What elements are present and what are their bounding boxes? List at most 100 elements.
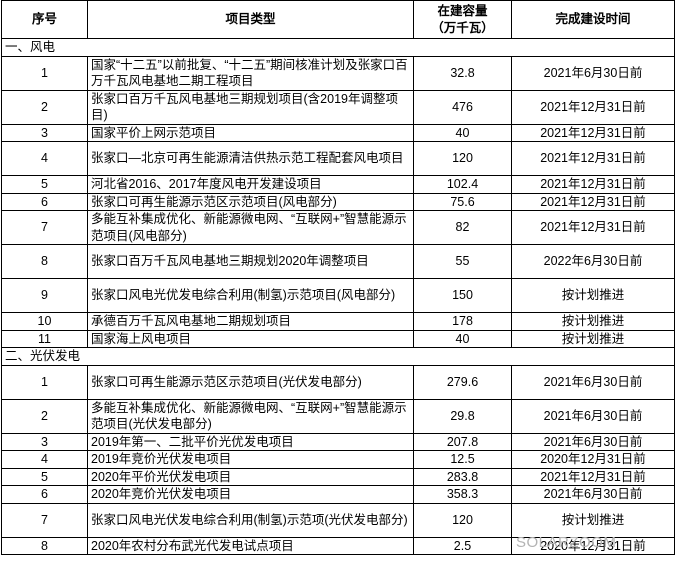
table-row: 1 国家“十二五”以前批复、“十二五”期间核准计划及张家口百万千瓦风电基地二期工程… [1,55,675,91]
cell-index: 2 [1,89,88,125]
cell-completion-time: 2022年6月30日前 [511,244,675,279]
table-row: 6 2020年竞价光伏发电项目 358.3 2021年6月30日前 [1,485,675,504]
cell-project-type: 张家口可再生能源示范区示范项目(光伏发电部分) [87,364,414,400]
cell-capacity: 283.8 [413,467,512,486]
cell-completion-time: 2021年6月30日前 [511,432,675,451]
cell-index: 8 [1,536,88,555]
cell-completion-time: 2021年6月30日前 [511,55,675,91]
cell-capacity: 120 [413,502,512,538]
cell-capacity: 82 [413,210,512,245]
cell-capacity: 2.5 [413,536,512,555]
cell-completion-time: 2021年12月31日前 [511,141,675,176]
cell-completion-time: 2020年12月31日前 [511,450,675,469]
cell-capacity: 12.5 [413,450,512,469]
cell-project-type: 国家平价上网示范项目 [87,123,414,142]
table-row: 2 多能互补集成优化、新能源微电网、“互联网+”智慧能源示范项目(光伏发电部分) 2… [1,398,675,434]
cell-completion-time: 2021年6月30日前 [511,364,675,400]
cell-project-type: 2020年农村分布武光代发电试点项目 [87,536,414,555]
cell-project-type: 承德百万千瓦风电基地二期规划项目 [87,312,414,331]
cell-capacity: 279.6 [413,364,512,400]
cell-project-type: 多能互补集成优化、新能源微电网、“互联网+”智慧能源示范项目(风电部分) [87,210,414,245]
table-row: 7 多能互补集成优化、新能源微电网、“互联网+”智慧能源示范项目(风电部分) 82 2… [1,210,675,245]
cell-capacity: 40 [413,329,512,348]
table-row: 8 2020年农村分布武光代发电试点项目 2.5 2020年12月31日前 [1,536,675,555]
cell-capacity: 358.3 [413,485,512,504]
cell-index: 7 [1,210,88,245]
cell-index: 11 [1,329,88,348]
cell-capacity: 150 [413,278,512,313]
cell-completion-time: 按计划推进 [511,312,675,331]
table-row: 8 张家口百万千瓦风电基地三期规划2020年调整项目 55 2022年6月30日前 [1,244,675,279]
cell-index: 5 [1,175,88,194]
table-row: 10 承德百万千瓦风电基地二期规划项目 178 按计划推进 [1,312,675,331]
cell-project-type: 国家“十二五”以前批复、“十二五”期间核准计划及张家口百万千瓦风电基地二期工程项… [87,55,414,91]
table-row: 3 国家平价上网示范项目 40 2021年12月31日前 [1,123,675,142]
table-row: 11 国家海上风电项目 40 按计划推进 [1,329,675,348]
cell-completion-time: 2021年12月31日前 [511,467,675,486]
table-row: 9 张家口风电光优发电综合利用(制氢)示范项目(风电部分) 150 按计划推进 [1,278,675,313]
cell-capacity: 32.8 [413,55,512,91]
cell-project-type: 河北省2016、2017年度风电开发建设项目 [87,175,414,194]
cell-project-type: 多能互补集成优化、新能源微电网、“互联网+”智慧能源示范项目(光伏发电部分) [87,398,414,434]
cell-completion-time: 2021年12月31日前 [511,123,675,142]
table-section-title: 一、风电 [1,38,675,57]
capacity-header-line2: （万千瓦） [431,20,494,35]
cell-project-type: 国家海上风电项目 [87,329,414,348]
table-row: 5 2020年平价光伏发电项目 283.8 2021年12月31日前 [1,467,675,486]
column-header-capacity: 在建容量 （万千瓦） [413,0,512,39]
cell-index: 8 [1,244,88,279]
cell-completion-time: 2021年12月31日前 [511,192,675,211]
table-header: 序号 项目类型 在建容量 （万千瓦） 完成建设时间 [1,0,675,39]
column-header-completion-time: 完成建设时间 [511,0,675,39]
cell-project-type: 2020年平价光伏发电项目 [87,467,414,486]
cell-project-type: 张家口百万千瓦风电基地三期规划项目(含2019年调整项目) [87,89,414,125]
table-row: 4 2019年竞价光伏发电项目 12.5 2020年12月31日前 [1,450,675,469]
column-header-project-type: 项目类型 [87,0,414,39]
cell-index: 10 [1,312,88,331]
capacity-header-line1: 在建容量 [437,4,488,18]
cell-capacity: 207.8 [413,432,512,451]
cell-capacity: 40 [413,123,512,142]
cell-capacity: 120 [413,141,512,176]
cell-index: 9 [1,278,88,313]
table-section-header-row: 二、光伏发电 [1,347,675,366]
cell-project-type: 张家口百万千瓦风电基地三期规划2020年调整项目 [87,244,414,279]
cell-index: 1 [1,55,88,91]
cell-completion-time: 2021年6月30日前 [511,485,675,504]
cell-capacity: 476 [413,89,512,125]
cell-completion-time: 2021年12月31日前 [511,210,675,245]
cell-project-type: 张家口可再生能源示范区示范项目(风电部分) [87,192,414,211]
cell-project-type: 2019年第一、二批平价光优发电项目 [87,432,414,451]
cell-project-type: 张家口风电光伏发电综合利用(制氢)示范项(光伏发电部分) [87,502,414,538]
table-row: 7 张家口风电光伏发电综合利用(制氢)示范项(光伏发电部分) 120 按计划推进 [1,502,675,538]
table-section-title: 二、光伏发电 [1,347,675,366]
cell-index: 2 [1,398,88,434]
cell-completion-time: 按计划推进 [511,502,675,538]
table-row: 1 张家口可再生能源示范区示范项目(光伏发电部分) 279.6 2021年6月30日前 [1,364,675,400]
cell-capacity: 75.6 [413,192,512,211]
cell-index: 5 [1,467,88,486]
cell-project-type: 张家口—北京可再生能源清洁供热示范工程配套风电项目 [87,141,414,176]
table-body: 一、风电 1 国家“十二五”以前批复、“十二五”期间核准计划及张家口百万千瓦风电基地… [1,38,675,555]
table-section-header-row: 一、风电 [1,38,675,57]
cell-completion-time: 按计划推进 [511,329,675,348]
cell-index: 4 [1,450,88,469]
cell-completion-time: 按计划推进 [511,278,675,313]
cell-index: 3 [1,432,88,451]
cell-project-type: 2020年竞价光伏发电项目 [87,485,414,504]
table-row: 5 河北省2016、2017年度风电开发建设项目 102.4 2021年12月31日前 [1,175,675,194]
table-row: 3 2019年第一、二批平价光优发电项目 207.8 2021年6月30日前 [1,432,675,451]
cell-capacity: 178 [413,312,512,331]
cell-index: 6 [1,485,88,504]
cell-completion-time: 2021年6月30日前 [511,398,675,434]
cell-index: 4 [1,141,88,176]
cell-index: 6 [1,192,88,211]
cell-completion-time: 2021年12月31日前 [511,89,675,125]
cell-project-type: 张家口风电光优发电综合利用(制氢)示范项目(风电部分) [87,278,414,313]
cell-completion-time: 2021年12月31日前 [511,175,675,194]
cell-index: 1 [1,364,88,400]
cell-project-type: 2019年竞价光伏发电项目 [87,450,414,469]
table-row: 2 张家口百万千瓦风电基地三期规划项目(含2019年调整项目) 476 2021年12… [1,89,675,125]
table-header-row: 序号 项目类型 在建容量 （万千瓦） 完成建设时间 [1,0,675,39]
